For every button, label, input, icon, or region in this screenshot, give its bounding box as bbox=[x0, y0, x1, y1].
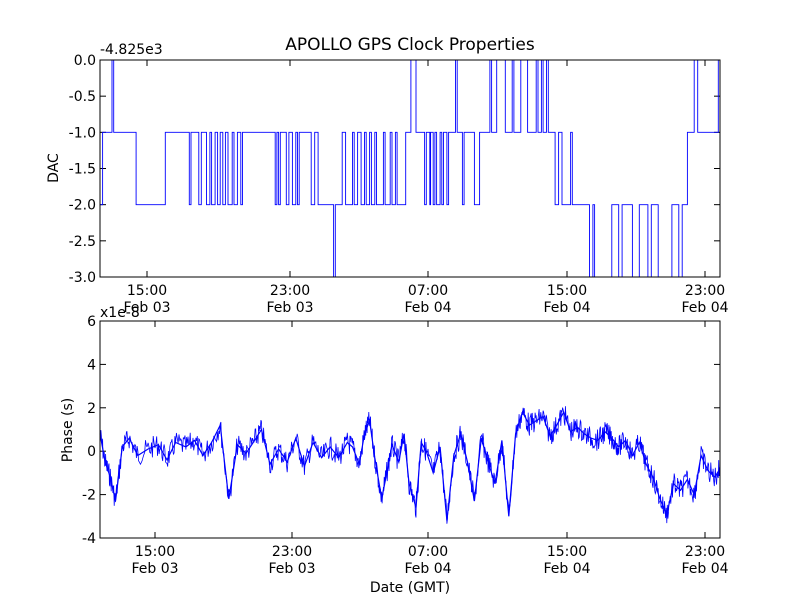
phase-xtick-date: Feb 03 bbox=[131, 561, 178, 577]
dac-ytick-label: -2.0 bbox=[69, 198, 96, 214]
dac-xtick-date: Feb 03 bbox=[266, 300, 313, 316]
dac-xtick-date: Feb 04 bbox=[404, 300, 451, 316]
phase-series-noise bbox=[99, 406, 720, 524]
dac-ytick-label: -2.5 bbox=[69, 234, 96, 250]
phase-xtick-time: 23:00 bbox=[272, 544, 312, 560]
dac-ytick-label: -0.5 bbox=[69, 89, 96, 105]
dac-xtick-date: Feb 04 bbox=[681, 300, 728, 316]
x-axis-label: Date (GMT) bbox=[370, 580, 450, 596]
phase-y-axis-label: Phase (s) bbox=[60, 398, 76, 462]
chart-title: APOLLO GPS Clock Properties bbox=[285, 35, 535, 55]
phase-xtick-date: Feb 03 bbox=[268, 561, 315, 577]
dac-ytick-label: -1.5 bbox=[69, 162, 96, 178]
dac-xtick-time: 15:00 bbox=[547, 283, 587, 299]
phase-xtick-time: 15:00 bbox=[135, 544, 175, 560]
phase-ytick-label: 4 bbox=[87, 357, 96, 373]
phase-xtick-date: Feb 04 bbox=[681, 561, 728, 577]
dac-y-axis-label: DAC bbox=[46, 153, 62, 183]
dac-xtick-date: Feb 03 bbox=[123, 300, 170, 316]
phase-xtick-date: Feb 04 bbox=[543, 561, 590, 577]
dac-ytick-label: 0.0 bbox=[74, 53, 96, 69]
dac-series-line bbox=[100, 59, 719, 278]
phase-ytick-label: 2 bbox=[87, 401, 96, 417]
dac-xtick-date: Feb 04 bbox=[543, 300, 590, 316]
phase-series-line bbox=[99, 410, 721, 521]
dac-ytick-label: -3.0 bbox=[69, 270, 96, 286]
phase-frame bbox=[99, 320, 721, 539]
phase-offset-label: x1e-8 bbox=[100, 305, 140, 321]
dac-xtick-time: 23:00 bbox=[270, 283, 310, 299]
phase-xtick-time: 23:00 bbox=[685, 544, 725, 560]
phase-ytick-label: -2 bbox=[82, 488, 96, 504]
phase-ytick-label: -4 bbox=[82, 531, 96, 547]
dac-xtick-time: 07:00 bbox=[408, 283, 448, 299]
dac-ytick-label: -1.0 bbox=[69, 125, 96, 141]
dac-xtick-time: 15:00 bbox=[127, 283, 167, 299]
dac-offset-label: -4.825e3 bbox=[100, 42, 163, 58]
dac-xtick-time: 23:00 bbox=[685, 283, 725, 299]
phase-ytick-label: 6 bbox=[87, 314, 96, 330]
phase-xtick-time: 15:00 bbox=[547, 544, 587, 560]
phase-xtick-date: Feb 04 bbox=[404, 561, 451, 577]
dac-panel: -4.825e3 DAC 0.0 -0.5 -1.0 -1.5 -2.0 -2.5 -3.0… bbox=[46, 42, 729, 316]
phase-ytick-label: 0 bbox=[87, 444, 96, 460]
phase-xtick-time: 07:00 bbox=[408, 544, 448, 560]
dac-frame bbox=[99, 59, 721, 278]
